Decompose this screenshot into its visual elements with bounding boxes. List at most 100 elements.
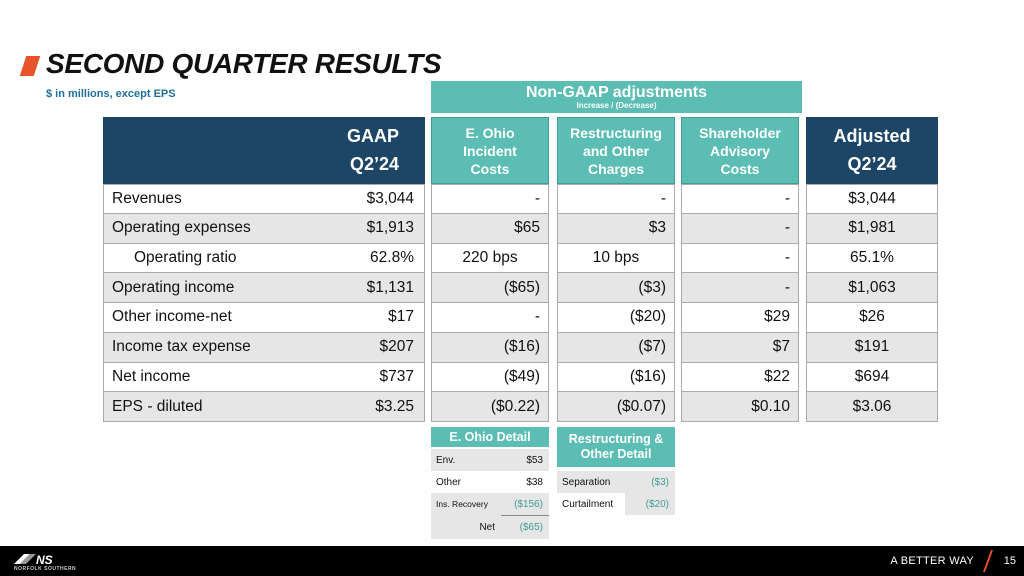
adjusted-header-line2: Q2’24: [847, 153, 897, 174]
table-row: Income tax expense $207: [103, 332, 425, 363]
row-label: Other income-net: [112, 308, 232, 326]
shareholder-cell: -: [681, 213, 799, 244]
table-row: Other income-net $17: [103, 303, 425, 333]
restructuring-value: ($7): [638, 338, 666, 356]
detail-key: Env.: [431, 449, 501, 471]
gaap-header: GAAP Q2’24: [103, 117, 425, 184]
table-row: EPS - diluted $3.25: [103, 392, 425, 422]
ohio-value: ($16): [503, 338, 540, 356]
detail-key: Ins. Recovery: [431, 493, 501, 515]
non-gaap-banner: Non-GAAP adjustments Increase / (Decreas…: [431, 81, 802, 113]
shareholder-cell: $7: [681, 332, 799, 363]
gaap-table: GAAP Q2’24 Revenues $3,044 Operating expe…: [103, 117, 425, 422]
adjusted-cell: $3.06: [806, 392, 938, 422]
ohio-header-line: Incident: [463, 142, 517, 159]
detail-row: Separation ($3): [557, 471, 675, 493]
restructuring-detail-title: Other Detail: [580, 447, 652, 461]
restructuring-value: ($0.07): [616, 397, 666, 415]
adjusted-header: Adjusted Q2’24: [806, 117, 938, 184]
restructuring-detail-title: Restructuring &: [568, 432, 664, 446]
ohio-cell: -: [431, 303, 549, 333]
ohio-header-line: Costs: [470, 160, 510, 177]
detail-value: ($3): [625, 471, 675, 493]
shareholder-cell: -: [681, 243, 799, 274]
restructuring-value: -: [660, 189, 666, 207]
gaap-value: $737: [379, 367, 414, 385]
adjusted-cell: $3,044: [806, 184, 938, 214]
detail-row: Net ($65): [431, 515, 549, 539]
ohio-detail-table: Env. $53 Other $38 Ins. Recovery ($156) Net…: [431, 449, 549, 539]
shareholder-column: Shareholder Advisory Costs - - - - $29 $…: [681, 117, 799, 422]
adjusted-cell: $694: [806, 362, 938, 393]
ohio-value: -: [534, 189, 540, 207]
detail-value: $53: [501, 449, 549, 471]
table-row: Operating expenses $1,913: [103, 213, 425, 244]
restructuring-cell: ($7): [557, 332, 675, 363]
gaap-value: $3.25: [375, 397, 414, 415]
restructuring-header: Restructuring and Other Charges: [557, 117, 675, 184]
adjusted-value: $1,063: [848, 278, 896, 296]
adjusted-value: $1,981: [848, 219, 896, 237]
ohio-cell: ($16): [431, 332, 549, 363]
restructuring-cell: ($0.07): [557, 392, 675, 422]
title-accent-slash: [19, 56, 41, 76]
gaap-header-line1: GAAP: [346, 126, 399, 147]
adjusted-column: Adjusted Q2’24 $3,044 $1,981 65.1% $1,06…: [806, 117, 938, 422]
logo-wordmark: NORFOLK SOUTHERN: [14, 566, 77, 572]
adjusted-value: 65.1%: [850, 248, 894, 266]
ohio-cell: 220 bps: [431, 243, 549, 274]
shareholder-value: -: [784, 278, 790, 296]
detail-key: Curtailment: [557, 493, 625, 515]
restructuring-value: $3: [648, 219, 666, 237]
gaap-value: $17: [388, 308, 414, 326]
table-row: Net income $737: [103, 362, 425, 393]
ohio-cell: ($65): [431, 273, 549, 303]
gaap-value: $3,044: [366, 189, 414, 207]
adjusted-header-line1: Adjusted: [833, 126, 911, 147]
shareholder-cell: $22: [681, 362, 799, 393]
detail-row: Env. $53: [431, 449, 549, 471]
restructuring-cell: ($20): [557, 303, 675, 333]
ohio-cell: $65: [431, 213, 549, 244]
restructuring-value: 10 bps: [592, 248, 640, 266]
detail-value: $38: [526, 476, 543, 488]
page-number: 15: [1003, 555, 1016, 567]
ohio-value: ($49): [503, 367, 540, 385]
shareholder-cell: -: [681, 184, 799, 214]
detail-row: Ins. Recovery ($156): [431, 493, 549, 515]
shareholder-value: -: [784, 248, 790, 266]
gaap-header-line2: Q2’24: [349, 153, 399, 174]
restructuring-cell: ($3): [557, 273, 675, 303]
detail-row: Curtailment ($20): [557, 493, 675, 515]
detail-key: Other: [436, 476, 462, 488]
restructuring-cell: ($16): [557, 362, 675, 393]
restructuring-cell: 10 bps: [557, 243, 675, 274]
ohio-value: $65: [514, 219, 540, 237]
shareholder-cell: $0.10: [681, 392, 799, 422]
table-row: Operating ratio 62.8%: [103, 243, 425, 274]
non-gaap-banner-subtitle: Increase / (Decrease): [576, 101, 657, 110]
detail-key: Net: [431, 515, 501, 539]
shareholder-header-line: Costs: [720, 160, 760, 177]
detail-row: Other $38: [431, 471, 549, 493]
adjusted-cell: 65.1%: [806, 243, 938, 274]
shareholder-header: Shareholder Advisory Costs: [681, 117, 799, 184]
ohio-cell: ($49): [431, 362, 549, 393]
shareholder-cell: $29: [681, 303, 799, 333]
ohio-cell: ($0.22): [431, 392, 549, 422]
adjusted-cell: $1,981: [806, 213, 938, 244]
restructuring-cell: -: [557, 184, 675, 214]
restructuring-detail-table: Separation ($3) Curtailment ($20): [557, 471, 675, 515]
ohio-value: ($65): [503, 278, 540, 296]
gaap-value: $1,131: [366, 278, 414, 296]
norfolk-southern-logo-icon: NS: [14, 553, 53, 566]
restructuring-column: Restructuring and Other Charges - $3 10 …: [557, 117, 675, 422]
gaap-value: $207: [379, 338, 414, 356]
row-label: Revenues: [112, 189, 182, 207]
shareholder-cell: -: [681, 273, 799, 303]
shareholder-value: $0.10: [751, 397, 790, 415]
adjusted-value: $26: [859, 308, 885, 326]
ohio-header: E. Ohio Incident Costs: [431, 117, 549, 184]
restructuring-value: ($20): [629, 308, 666, 326]
adjusted-value: $191: [854, 338, 890, 356]
